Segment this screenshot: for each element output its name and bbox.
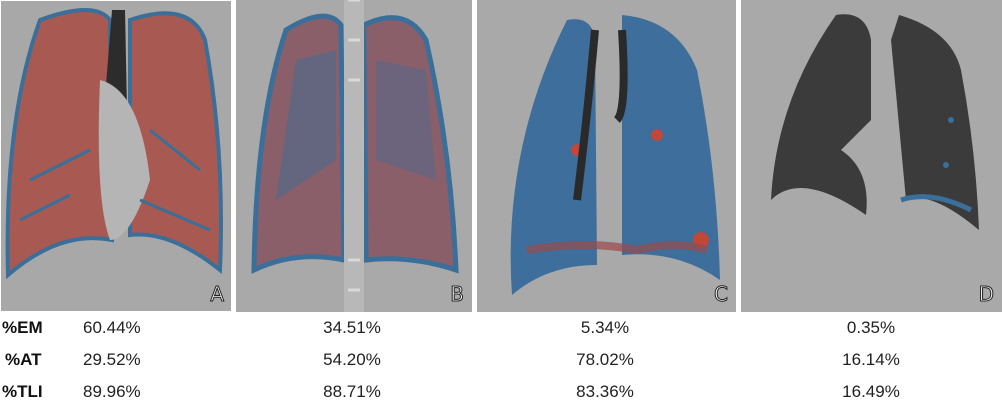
ct-panel-b: B [236, 0, 472, 312]
panel-label-b: B [450, 282, 465, 307]
value-at-b: 54.20% [323, 350, 381, 369]
lung-ct-image-d [741, 0, 1002, 312]
value-at-d: 16.14% [842, 350, 900, 369]
value-tli-c: 83.36% [576, 382, 634, 401]
value-tli-a: 89.96% [83, 382, 141, 401]
ct-panel-c: C [477, 0, 736, 312]
value-at-c: 78.02% [576, 350, 634, 369]
row-label-at: %AT [5, 350, 42, 369]
lung-ct-image-a [0, 0, 232, 312]
row-label-tli: %TLI [2, 382, 43, 401]
panel-label-d: D [978, 282, 994, 307]
value-tli-d: 16.49% [842, 382, 900, 401]
panel-label-a: A [210, 282, 225, 307]
panel-label-c: C [714, 282, 729, 307]
value-em-b: 34.51% [323, 318, 381, 337]
row-label-em: %EM [2, 318, 43, 337]
value-em-c: 5.34% [580, 318, 630, 337]
ct-panel-d: D [741, 0, 1002, 312]
ct-panel-a: A [0, 0, 232, 312]
value-at-a: 29.52% [83, 350, 141, 369]
lung-ct-image-b [236, 0, 472, 312]
value-em-d: 0.35% [846, 318, 896, 337]
value-em-a: 60.44% [83, 318, 141, 337]
lung-ct-image-c [477, 0, 736, 312]
value-tli-b: 88.71% [323, 382, 381, 401]
